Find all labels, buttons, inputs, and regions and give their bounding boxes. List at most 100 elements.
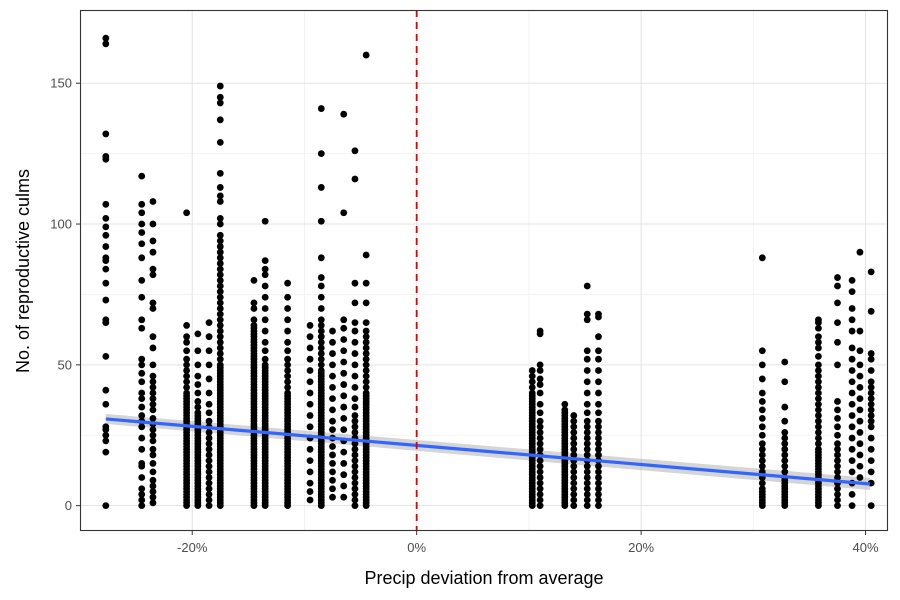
data-point [856,429,864,436]
data-point [781,468,789,476]
data-point [595,409,602,417]
data-point [149,493,157,501]
data-point [306,423,314,431]
data-point [583,496,591,504]
data-point [306,479,314,487]
data-point [856,474,864,481]
data-point [362,344,370,352]
data-point [138,460,146,467]
data-point [583,378,591,386]
data-point [856,462,864,470]
data-point [351,496,359,504]
data-point [595,434,602,442]
data-point [340,493,348,501]
data-point [340,316,348,324]
data-point [329,338,336,346]
data-point [329,395,336,403]
data-point [595,378,602,386]
data-point [815,316,822,324]
data-point [216,288,224,296]
data-point [329,493,336,501]
data-point [205,485,213,493]
data-point [149,400,157,408]
data-point [284,338,292,346]
data-point [149,499,157,507]
data-point [205,462,213,470]
data-point [102,502,110,510]
data-point [834,462,841,470]
data-point [102,296,110,304]
data-point [815,412,822,419]
data-point [781,451,789,459]
data-point [570,423,578,431]
data-point [362,279,370,287]
data-point [306,378,314,386]
data-point [536,375,544,383]
data-point [834,451,841,459]
data-point [216,254,224,262]
data-point [583,468,591,476]
data-point [595,367,602,374]
data-point [261,305,269,312]
data-point [848,468,856,476]
data-point [528,383,536,391]
data-point [138,474,146,481]
data-point [570,474,578,481]
data-point [758,254,766,262]
data-point [583,367,591,374]
data-point [570,451,578,459]
x-tick-label: -20% [177,540,208,555]
data-point [834,485,841,493]
data-point [102,386,110,394]
data-point [528,367,536,374]
data-point [351,423,359,431]
data-point [351,350,359,357]
data-point [340,471,348,479]
data-point [102,200,110,208]
data-point [149,333,157,341]
data-point [205,440,213,448]
data-point [583,440,591,448]
data-point [138,389,146,397]
data-point [528,389,536,397]
data-point [317,367,325,374]
data-point [306,389,314,397]
data-point [205,400,213,408]
data-point [317,254,325,262]
data-point [583,409,591,417]
data-point [362,251,370,259]
data-point [583,502,591,510]
data-point [758,375,766,383]
data-point [216,184,224,191]
data-point [261,316,269,324]
data-point [102,400,110,408]
data-point [284,355,292,363]
data-point [781,440,789,448]
data-point [536,440,544,448]
data-point [329,383,336,391]
data-point [138,240,146,248]
data-point [867,350,875,357]
data-point [570,479,578,487]
data-point [536,417,544,425]
data-point [216,327,224,335]
data-point [216,138,224,146]
data-point [834,468,841,476]
data-point [570,445,578,453]
y-axis-title: No. of reproductive culms [13,169,33,373]
data-point [306,333,314,341]
data-point [815,395,822,403]
data-point [329,417,336,425]
data-point [867,395,875,403]
data-point [362,367,370,374]
data-point [317,184,325,191]
x-tick-label: 0% [407,540,426,555]
data-point [194,409,202,417]
data-point [848,367,856,374]
data-point [595,462,602,470]
data-point [815,423,822,431]
data-point [867,268,875,276]
data-point [149,271,157,279]
data-point [216,192,224,200]
data-point [595,468,602,476]
